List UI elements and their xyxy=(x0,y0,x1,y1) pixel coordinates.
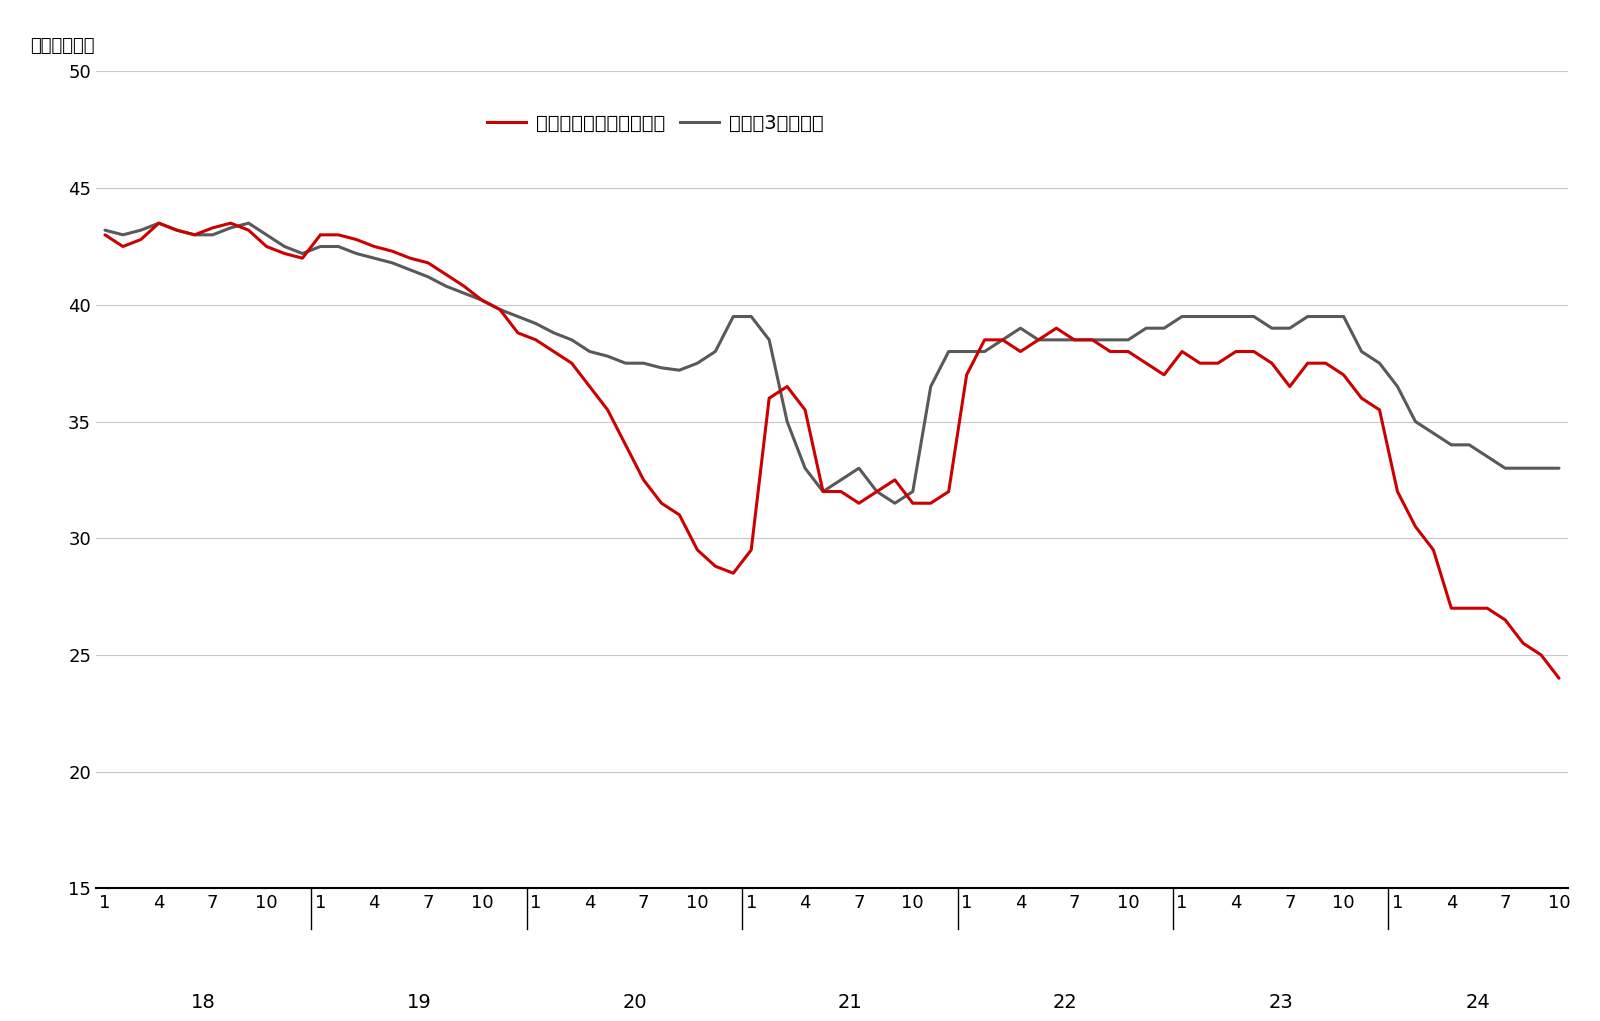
Text: 18: 18 xyxy=(192,993,216,1012)
耐久消費財の買い時判断 xyxy=(1549,672,1568,684)
その他3項目平均 xyxy=(454,287,474,299)
Text: 19: 19 xyxy=(406,993,432,1012)
その他3項目平均 xyxy=(1262,322,1282,334)
耐久消費財の買い時判断 xyxy=(795,403,814,416)
その他3項目平均 xyxy=(149,217,168,230)
その他3項目平均 xyxy=(885,497,904,509)
その他3項目平均 xyxy=(1298,310,1317,323)
耐久消費財の買い時判断 xyxy=(1280,381,1299,393)
耐久消費財の買い時判断 xyxy=(509,327,528,339)
耐久消費財の買い時判断 xyxy=(96,229,115,241)
Text: 20: 20 xyxy=(622,993,646,1012)
Text: （ポイント）: （ポイント） xyxy=(30,37,94,55)
Text: 23: 23 xyxy=(1269,993,1293,1012)
その他3項目平均 xyxy=(1549,463,1568,475)
耐久消費財の買い時判断 xyxy=(149,217,168,230)
Text: 21: 21 xyxy=(837,993,862,1012)
耐久消費財の買い時判断 xyxy=(454,280,474,292)
その他3項目平均 xyxy=(526,318,546,330)
その他3項目平均 xyxy=(795,463,814,475)
Line: その他3項目平均: その他3項目平均 xyxy=(106,224,1558,503)
耐久消費財の買い時判断 xyxy=(526,334,546,346)
Text: 22: 22 xyxy=(1053,993,1078,1012)
Text: 24: 24 xyxy=(1466,993,1491,1012)
その他3項目平均 xyxy=(96,224,115,236)
Legend: 耐久消費財の買い時判断, その他3項目平均: 耐久消費財の買い時判断, その他3項目平均 xyxy=(480,106,832,140)
Line: 耐久消費財の買い時判断: 耐久消費財の買い時判断 xyxy=(106,224,1558,678)
その他3項目平均 xyxy=(509,310,528,323)
耐久消費財の買い時判断 xyxy=(1245,345,1264,357)
